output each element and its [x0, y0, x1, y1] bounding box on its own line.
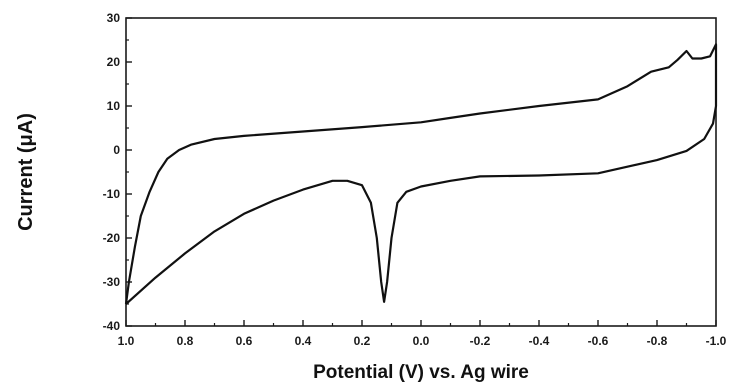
- y-axis-title: Current (μA): [15, 113, 37, 231]
- x-axis-title: Potential (V) vs. Ag wire: [313, 362, 529, 383]
- y-tick-label: -40: [103, 319, 121, 333]
- x-tick-label: 1.0: [118, 334, 135, 348]
- y-tick-label: -20: [103, 231, 121, 245]
- y-axis: -40 -30 -20 -10 0 10 20 30: [103, 11, 132, 333]
- x-tick-label: 0.0: [413, 334, 430, 348]
- y-tick-label: 30: [107, 11, 121, 25]
- x-tick-label: -0.6: [588, 334, 609, 348]
- series-line: [124, 43, 718, 305]
- x-tick-label: 0.2: [354, 334, 371, 348]
- y-tick-label: 20: [107, 55, 121, 69]
- y-tick-label: 10: [107, 99, 121, 113]
- x-tick-label: 0.4: [295, 334, 312, 348]
- y-tick-label: -10: [103, 187, 121, 201]
- y-tick-label: 0: [113, 143, 120, 157]
- plot-frame: [125, 17, 717, 327]
- x-tick-label: -1.0: [706, 334, 727, 348]
- x-tick-label: -0.4: [529, 334, 550, 348]
- x-axis: 1.0 0.8 0.6 0.4 0.2 0.0 -0.2 -0.4 -0.6 -0.8 -1.0: [118, 320, 727, 348]
- x-tick-label: -0.2: [470, 334, 491, 348]
- x-tick-label: 0.8: [177, 334, 194, 348]
- x-tick-label: 0.6: [236, 334, 253, 348]
- x-tick-label: -0.8: [647, 334, 668, 348]
- y-tick-label: -30: [103, 275, 121, 289]
